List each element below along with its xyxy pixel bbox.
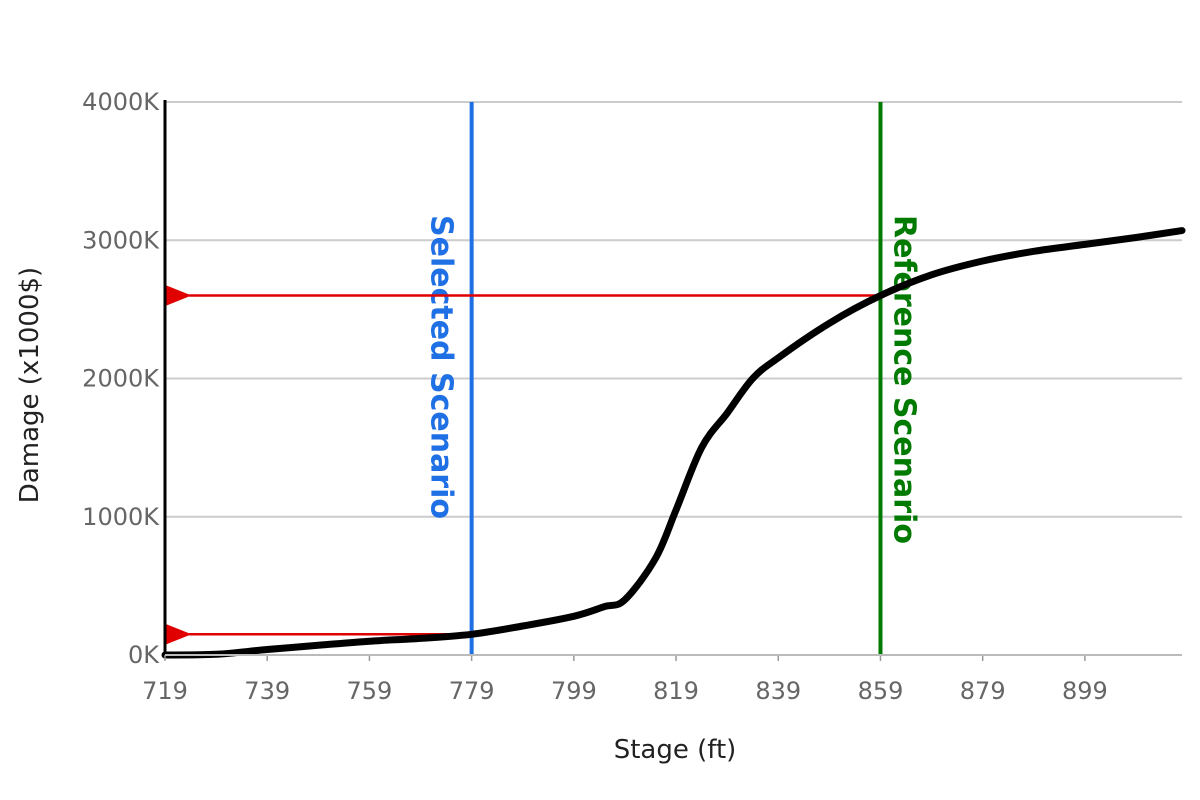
axes (163, 100, 1182, 661)
x-tick-label-759: 759 (347, 677, 393, 705)
x-tick-label-859: 859 (858, 677, 904, 705)
gridlines (165, 101, 1182, 518)
scenario-label-779: Selected Scenario (424, 215, 459, 519)
x-tick-label-739: 739 (244, 677, 290, 705)
scenario-label-859: Reference Scenario (886, 215, 921, 544)
tick-labels: 0K 1000K 2000K 3000K 4000K 719 739 759 779 799 819… (82, 88, 1108, 705)
y-tick-label-1000K: 1000K (82, 503, 160, 531)
x-tick-label-879: 879 (960, 677, 1006, 705)
y-tick-label-4000K: 4000K (82, 88, 160, 116)
x-tick-label-819: 819 (653, 677, 699, 705)
x-tick-label-839: 839 (755, 677, 801, 705)
y-axis-title: Damage (x1000$) (15, 267, 45, 503)
y-tick-label-2000K: 2000K (82, 365, 160, 393)
series-layer (161, 227, 1186, 659)
x-axis-title: Stage (ft) (614, 735, 737, 765)
y-tick-label-3000K: 3000K (82, 226, 160, 254)
x-tick-label-899: 899 (1062, 677, 1108, 705)
y-tick-label-0K: 0K (128, 641, 160, 669)
x-tick-label-799: 799 (551, 677, 597, 705)
x-tick-label-779: 779 (449, 677, 495, 705)
damage-curve-line (161, 227, 1186, 659)
scenario-annotations: Selected Scenario Reference Scenario (166, 102, 921, 655)
x-tick-label-719: 719 (142, 677, 188, 705)
